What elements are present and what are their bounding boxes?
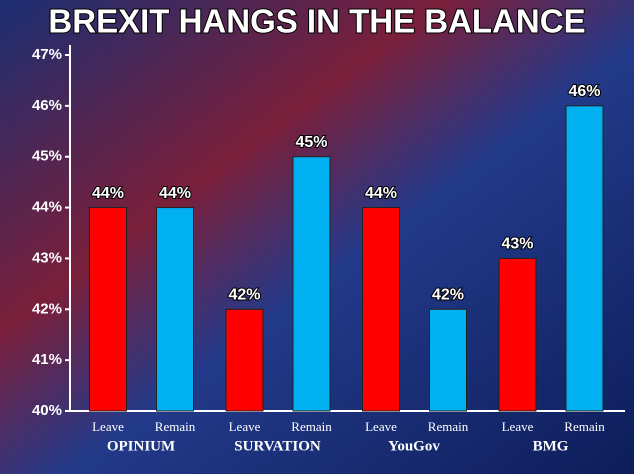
group-label: OPINIUM [107,438,175,454]
y-tick-label: 40% [32,402,62,419]
bar [429,308,467,412]
y-tick-label: 45% [32,148,62,165]
bar [292,156,331,412]
value-label: 42% [432,287,464,304]
x-tick-label: Leave [229,419,261,434]
value-label: 44% [159,185,191,202]
y-tick-label: 43% [32,249,62,266]
x-tick-label: Leave [502,419,534,434]
bar [156,207,194,412]
bar [362,207,400,412]
bar [225,308,264,412]
x-tick-label: Leave [92,419,124,434]
group-label: YouGov [388,438,440,454]
chart-title: BREXIT HANGS IN THE BALANCE [48,3,585,40]
value-label: 44% [92,185,124,202]
x-tick-label: Remain [155,419,196,434]
group-label: BMG [533,438,569,454]
group-label: SURVATION [234,438,321,454]
y-tick-label: 41% [32,351,62,368]
y-tick-label: 47% [32,46,62,63]
value-label: 46% [568,83,600,100]
x-tick-label: Remain [291,419,332,434]
x-tick-label: Remain [428,419,469,434]
value-label: 44% [365,185,397,202]
value-label: 43% [501,236,533,253]
value-label: 45% [295,134,327,151]
value-label: 42% [228,287,260,304]
y-tick-label: 46% [32,97,62,114]
y-tick-label: 42% [32,300,62,317]
bar [498,257,537,412]
x-tick-label: Leave [365,419,397,434]
y-tick-label: 44% [32,199,62,216]
x-tick-label: Remain [564,419,605,434]
bar [565,105,604,412]
bar [89,207,127,412]
